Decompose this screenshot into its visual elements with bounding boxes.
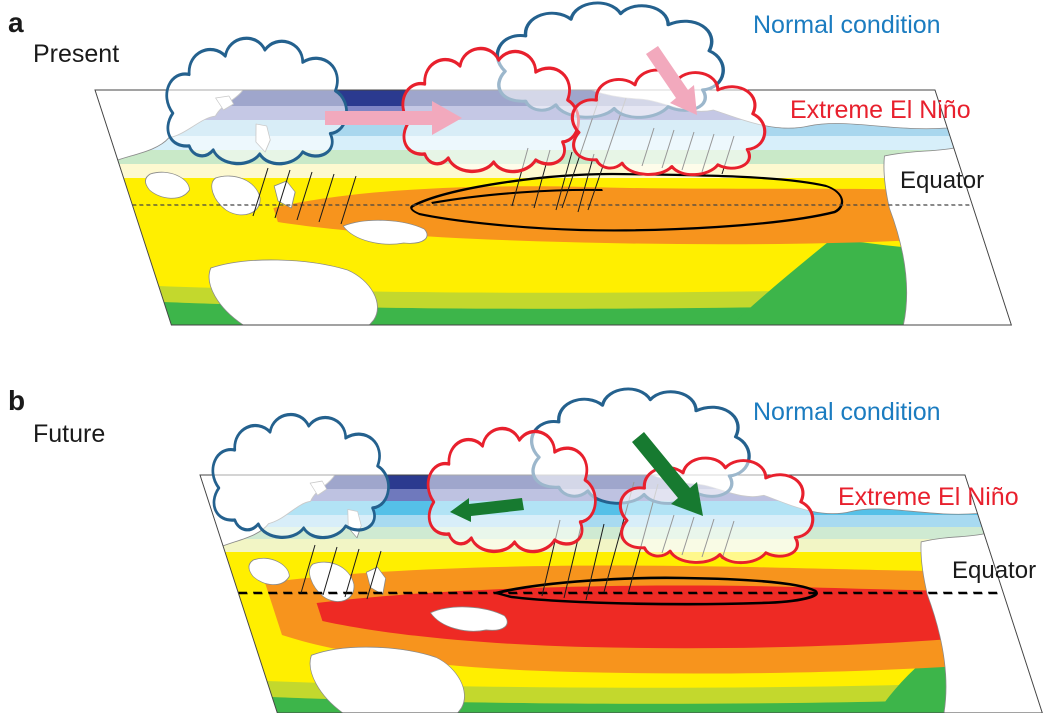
sst-anomaly-contour	[410, 172, 844, 232]
moisture-arrow-icon	[646, 46, 697, 115]
sst-field-b	[200, 475, 1043, 713]
era-label: Future	[33, 420, 105, 448]
panel-index-label: a	[8, 7, 24, 38]
moisture-arrow-icon	[325, 101, 462, 135]
equator-label: Equator	[952, 557, 1036, 584]
normal-cloud-icon	[211, 412, 391, 540]
panel-a: a Present Normal condition Extreme El Ni…	[8, 1, 1013, 326]
extreme-elnino-label: Extreme El Niño	[790, 96, 971, 124]
hot-anomaly-band	[316, 585, 1017, 649]
extreme-elnino-label: Extreme El Niño	[838, 483, 1019, 511]
extreme-cloud-icon	[618, 456, 815, 565]
sst-anomaly-contour	[495, 576, 818, 606]
era-label: Present	[33, 40, 119, 68]
extreme-cloud-icon	[426, 426, 598, 554]
sst-map-b	[199, 474, 1043, 713]
normal-condition-label: Normal condition	[753, 398, 941, 426]
extreme-cloud-icon	[401, 46, 581, 174]
panel-index-label: b	[8, 385, 25, 416]
normal-condition-label: Normal condition	[753, 11, 941, 39]
equator-label: Equator	[900, 167, 984, 194]
sst-anomaly-contour-inner	[431, 188, 603, 204]
moisture-arrow-icon	[632, 432, 703, 516]
panel-b: b Future Normal condition Extreme El Niñ…	[8, 385, 1043, 713]
moisture-arrow-icon	[450, 498, 524, 522]
normal-cloud-icon	[165, 36, 349, 166]
